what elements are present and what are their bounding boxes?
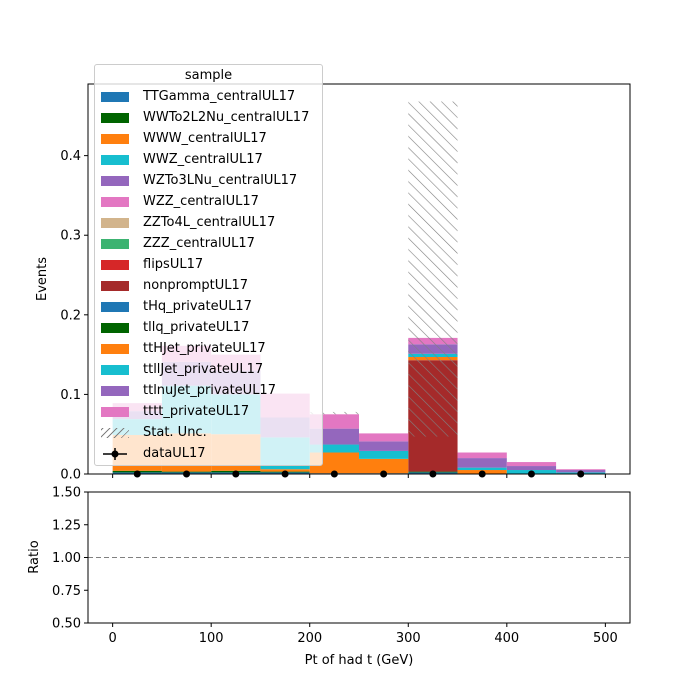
stat-unc-band-bin-6 (408, 101, 458, 437)
legend-swatch (101, 113, 129, 123)
legend-swatch (101, 323, 129, 333)
stat-unc-band-bin-4 (309, 411, 359, 415)
legend-swatch (101, 92, 129, 102)
main-y-axis-label: Events (35, 257, 50, 301)
legend-label: WWZ_centralUL17 (143, 152, 263, 167)
ratio-y-tick-label: 1.00 (52, 551, 81, 566)
legend-data-marker (101, 448, 129, 460)
legend-label: ttlnuJet_privateUL17 (143, 383, 276, 398)
ratio-x-tick-label: 400 (494, 631, 519, 646)
stat-unc-bands (309, 101, 458, 437)
legend-label: WZZ_centralUL17 (143, 194, 259, 209)
legend-title: sample (184, 68, 233, 83)
bar-tttt_privateUL17-bin-7 (457, 452, 507, 459)
legend-swatch (101, 176, 129, 186)
bar-tttt_privateUL17-bin-5 (359, 433, 409, 442)
bar-ttlnuJet_privateUL17-bin-5 (359, 441, 409, 451)
ratio-x-tick-label: 300 (396, 631, 421, 646)
main-y-tick-label: 0.4 (60, 149, 81, 164)
legend-swatch (101, 302, 129, 312)
ratio-y-axis-label: Ratio (27, 540, 42, 573)
legend-swatch (101, 134, 129, 144)
ratio-plot: 0.50 0.75 1.00 1.25 1.50 0 100 200 300 400 500 Ra… (27, 486, 631, 668)
legend-label: tllq_privateUL17 (143, 320, 250, 335)
legend-swatch (101, 197, 129, 207)
main-y-tick-label: 0.3 (60, 229, 81, 244)
main-y-tick-label: 0.2 (60, 308, 81, 323)
ratio-y-tick-label: 1.50 (52, 486, 81, 501)
ratio-x-tick-label: 200 (297, 631, 322, 646)
main-y-tick-label: 0.0 (60, 468, 81, 483)
bar-ttHJet_privateUL17-bin-3 (260, 469, 310, 472)
legend-swatch (101, 218, 129, 228)
main-y-tick-label: 0.1 (60, 388, 81, 403)
bar-ttllJet_privateUL17-bin-7 (457, 467, 507, 471)
ratio-y-tick-label: 1.25 (52, 518, 81, 533)
legend-label: WZTo3LNu_centralUL17 (143, 173, 298, 188)
bar-ttllJet_privateUL17-bin-5 (359, 450, 409, 459)
x-axis-label: Pt of had t (GeV) (305, 653, 414, 668)
legend-label: dataUL17 (143, 446, 206, 461)
main-y-ticks: 0.0 0.1 0.2 0.3 0.4 (60, 149, 88, 483)
legend-swatch (101, 344, 129, 354)
ratio-x-tick-label: 100 (199, 631, 224, 646)
ratio-y-tick-label: 0.50 (52, 617, 81, 632)
ratio-y-tick-label: 0.75 (52, 584, 81, 599)
bar-ttllJet_privateUL17-bin-4 (309, 444, 359, 453)
legend-label: nonpromptUL17 (143, 278, 249, 293)
bar-ttlnuJet_privateUL17-bin-7 (457, 458, 507, 468)
legend-label: ZZZ_centralUL17 (143, 236, 255, 251)
legend-label: WWW_centralUL17 (143, 131, 267, 146)
legend-label: ttllJet_privateUL17 (143, 362, 264, 377)
legend-swatch (101, 407, 129, 417)
legend-label: tttt_privateUL17 (143, 404, 250, 419)
bar-tttt_privateUL17-bin-8 (506, 462, 557, 467)
main-axes-frame (87, 83, 631, 475)
legend: sample TTGamma_centralUL17 WWTo2L2Nu_cent… (94, 64, 323, 466)
bar-ttlnuJet_privateUL17-bin-8 (506, 466, 557, 471)
bar-tttt_privateUL17-bin-9 (556, 469, 606, 471)
ratio-x-tick-label: 0 (108, 631, 116, 646)
legend-label: ttHJet_privateUL17 (143, 341, 266, 356)
ratio-x-tick-label: 500 (593, 631, 618, 646)
bar-ttHJet_privateUL17-bin-5 (359, 458, 409, 474)
legend-swatch (101, 155, 129, 165)
legend-swatch (101, 260, 129, 270)
ratio-x-ticks: 0 100 200 300 400 500 (108, 623, 618, 646)
legend-swatch (101, 239, 129, 249)
legend-label: WWTo2L2Nu_centralUL17 (143, 110, 310, 125)
ratio-y-ticks: 0.50 0.75 1.00 1.25 1.50 (52, 486, 88, 632)
legend-label: TTGamma_centralUL17 (143, 89, 296, 104)
legend-label: ZZTo4L_centralUL17 (143, 215, 276, 230)
legend-swatch (101, 365, 129, 375)
legend-label: tHq_privateUL17 (143, 299, 252, 314)
legend-label: Stat. Unc. (143, 425, 207, 440)
main-x-ticks (112, 474, 606, 478)
legend-swatch (101, 386, 129, 396)
legend-label: flipsUL17 (143, 257, 204, 272)
legend-hatch-swatch (101, 428, 129, 438)
legend-swatch (101, 281, 129, 291)
